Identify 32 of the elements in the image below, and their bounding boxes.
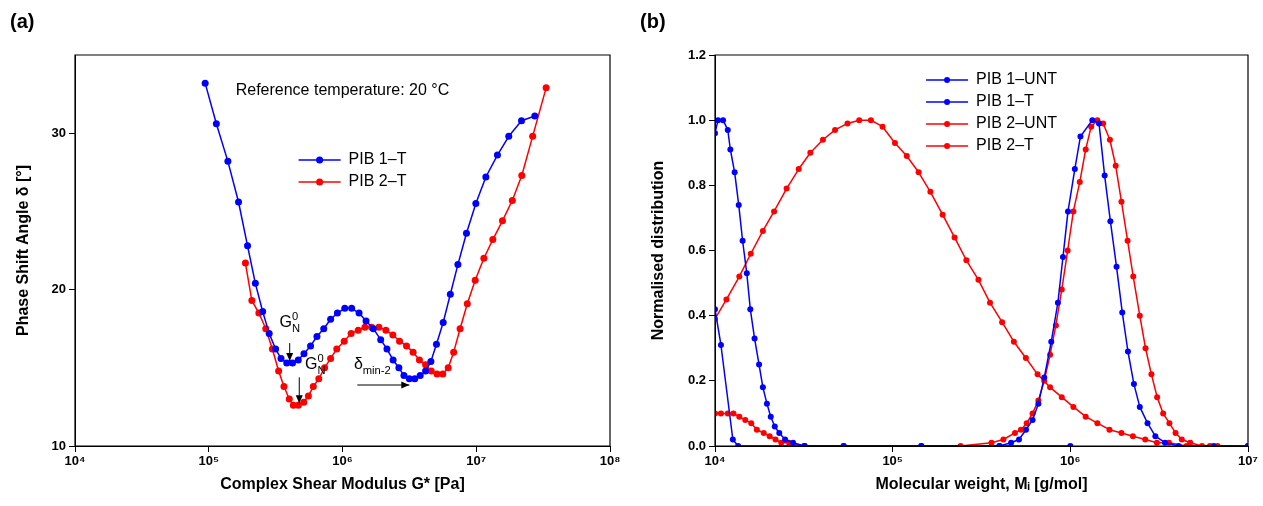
legend-label: PIB 1–UNT (976, 70, 1058, 88)
x-tick-label: 10⁵ (882, 453, 903, 469)
legend-label: PIB 2–T (348, 172, 407, 190)
x-tick-label: 10⁸ (599, 453, 621, 469)
x-tick-label: 10⁴ (704, 453, 726, 469)
y-tick-label: 1.0 (687, 111, 706, 127)
y-tick-label: 1.2 (687, 46, 706, 62)
y-tick-label: 0.2 (687, 372, 706, 388)
x-tick-label: 10⁶ (1060, 453, 1081, 469)
y-tick-label: 10 (51, 437, 66, 453)
y-tick-label: 0.4 (687, 307, 707, 323)
y-axis-title: Normalised distribution (649, 160, 667, 341)
legend-label: PIB 2–T (976, 136, 1035, 154)
legend-label: PIB 2–UNT (976, 114, 1058, 132)
chart-title: (a) (10, 9, 35, 32)
x-tick-label: 10⁶ (332, 453, 353, 469)
y-tick-label: 0.8 (687, 176, 706, 192)
legend-label: PIB 1–T (976, 92, 1035, 110)
x-axis-title: Molecular weight, Mᵢ [g/mol] (875, 474, 1088, 492)
y-tick-label: 20 (51, 281, 66, 297)
y-axis-title: Phase Shift Angle δ [°] (14, 164, 32, 337)
chart-title: (b) (640, 9, 666, 32)
x-axis-title: Complex Shear Modulus G* [Pa] (220, 474, 465, 492)
legend-label: PIB 1–T (348, 150, 407, 168)
x-tick-label: 10⁵ (198, 453, 220, 469)
x-tick-label: 10⁴ (64, 453, 86, 469)
x-tick-label: 10⁷ (1238, 453, 1258, 469)
y-tick-label: 0.0 (687, 437, 706, 453)
y-tick-label: 0.6 (687, 242, 706, 258)
y-tick-label: 30 (51, 124, 66, 140)
x-tick-label: 10⁷ (466, 453, 487, 469)
annotation: Reference temperature: 20 °C (235, 81, 450, 98)
